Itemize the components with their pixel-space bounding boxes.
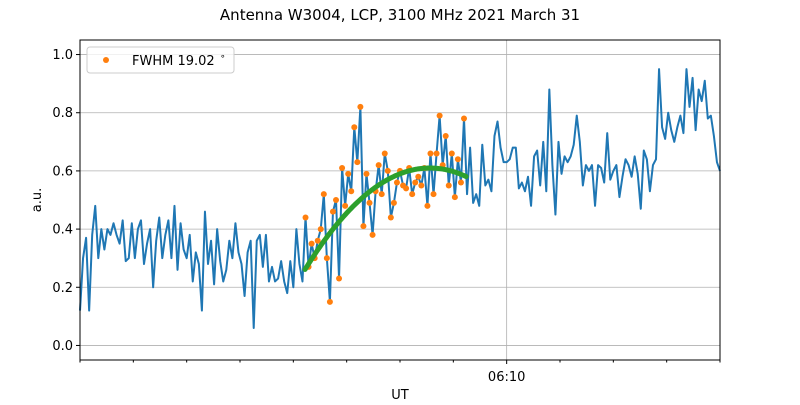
fit-point	[348, 188, 355, 195]
y-tick-label: 0.8	[52, 106, 73, 121]
fit-point	[326, 298, 333, 305]
fit-point	[433, 150, 440, 157]
fit-point	[445, 182, 452, 189]
fit-point	[363, 170, 370, 177]
fit-point	[457, 179, 464, 186]
fit-point	[323, 255, 330, 262]
fit-point	[375, 162, 382, 169]
fit-point	[351, 124, 358, 131]
fit-point	[378, 191, 385, 198]
fit-point	[454, 156, 461, 163]
fit-point	[333, 197, 339, 203]
fit-point	[314, 237, 321, 244]
fit-point	[384, 167, 391, 174]
fit-point	[366, 199, 373, 206]
fit-point	[354, 159, 361, 166]
fit-point	[390, 199, 397, 206]
fit-point	[369, 231, 376, 238]
fit-point	[345, 170, 352, 177]
fit-point	[336, 275, 343, 282]
fit-point	[320, 191, 327, 198]
fit-point	[451, 194, 458, 201]
legend-marker	[103, 57, 109, 63]
y-axis-label: a.u.	[30, 188, 45, 212]
y-tick-label: 1.0	[52, 48, 73, 63]
fit-point	[342, 202, 349, 209]
fit-point	[329, 208, 336, 215]
fit-point	[381, 150, 388, 157]
legend: FWHM 19.02 ∘	[86, 46, 235, 74]
y-tick-label: 0.0	[52, 339, 73, 354]
chart-title: Antenna W3004, LCP, 3100 MHz 2021 March …	[220, 6, 580, 24]
fit-point	[430, 191, 437, 198]
beam-fit-curve	[302, 165, 469, 272]
fit-point	[339, 165, 346, 171]
fit-point	[415, 173, 422, 180]
x-axis-label: UT	[391, 388, 409, 400]
fit-point	[409, 191, 416, 198]
fit-point	[448, 150, 455, 157]
fit-point	[436, 112, 443, 119]
y-tick-label: 0.4	[52, 223, 73, 238]
legend-degree-symbol: ∘	[220, 52, 226, 62]
fit-point	[461, 115, 467, 122]
fit-point	[403, 185, 410, 192]
y-tick-label: 0.6	[52, 164, 73, 179]
fit-point	[308, 240, 315, 247]
fit-point	[412, 179, 419, 186]
x-tick-label: 06:10	[488, 370, 525, 385]
fit-point	[424, 202, 431, 209]
fit-point	[387, 214, 394, 221]
fit-point	[418, 182, 425, 189]
fit-point	[442, 133, 449, 139]
fit-point	[317, 226, 324, 233]
y-tick-label: 0.2	[52, 281, 73, 296]
fit-point	[357, 103, 364, 110]
fit-point	[427, 150, 434, 157]
fit-point	[302, 214, 309, 221]
fit-point	[360, 223, 367, 230]
legend-label: FWHM 19.02	[132, 54, 215, 69]
fit-point	[393, 179, 400, 186]
